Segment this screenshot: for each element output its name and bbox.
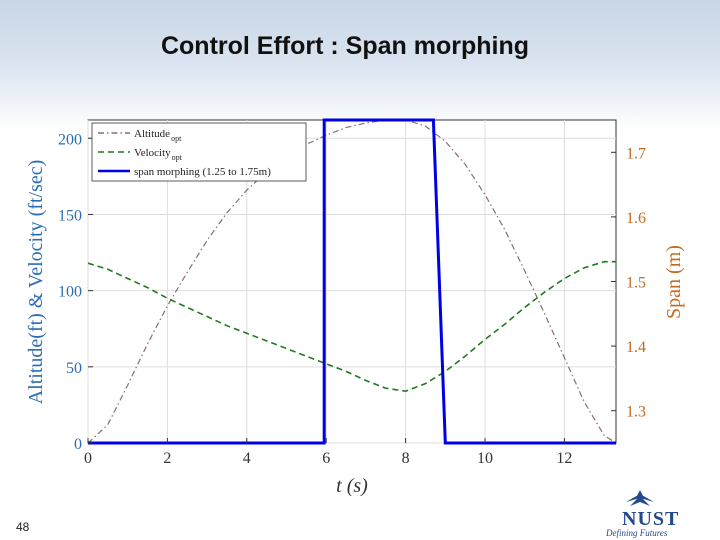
y-right-tick-label: 1.6 xyxy=(626,210,646,227)
y-right-tick-label: 1.7 xyxy=(626,145,646,162)
ticks: 0 2 4 6 8 10 12 0 50 100 150 200 1.3 1.4 1.5 1.6 1.7 xyxy=(58,131,646,467)
y-axis-left-label: Altitude(ft) & Velocity (ft/sec) xyxy=(25,160,47,405)
y-left-tick-label: 0 xyxy=(74,436,82,453)
x-axis-label: t (s) xyxy=(336,475,368,497)
slide-title: Control Effort : Span morphing xyxy=(160,32,529,60)
legend-label: Altitude xyxy=(134,128,170,140)
y-left-tick-label: 150 xyxy=(58,207,82,224)
y-right-tick-label: 1.5 xyxy=(626,275,646,292)
y-left-tick-label: 100 xyxy=(58,284,82,301)
logo-motto: Defining Futures xyxy=(606,528,668,538)
logo-text: NUST xyxy=(622,508,680,530)
y-right-tick-label: 1.3 xyxy=(626,404,646,421)
x-tick-label: 0 xyxy=(84,450,92,467)
x-tick-label: 10 xyxy=(477,450,493,467)
legend-subscript: opt xyxy=(171,134,182,143)
slide-number: 48 xyxy=(16,520,30,534)
series-line-0 xyxy=(87,119,617,444)
y-left-tick-label: 200 xyxy=(58,131,82,148)
legend-subscript: opt xyxy=(172,153,183,162)
nust-logo-emblem xyxy=(626,490,654,506)
title-band xyxy=(0,0,720,130)
y-axis-right-label: Span (m) xyxy=(663,245,685,319)
x-tick-label: 6 xyxy=(322,450,330,467)
series-line-2 xyxy=(88,118,616,445)
legend-label: span morphing (1.25 to 1.75m) xyxy=(134,166,271,178)
x-tick-label: 2 xyxy=(163,450,171,467)
series-group xyxy=(87,118,617,445)
x-tick-label: 8 xyxy=(402,450,410,467)
y-right-tick-label: 1.4 xyxy=(626,339,646,356)
legend-label: Velocity xyxy=(134,147,171,159)
x-tick-label: 4 xyxy=(243,450,251,467)
x-tick-label: 12 xyxy=(556,450,572,467)
y-left-tick-label: 50 xyxy=(66,360,82,377)
series-line-1 xyxy=(87,260,616,393)
